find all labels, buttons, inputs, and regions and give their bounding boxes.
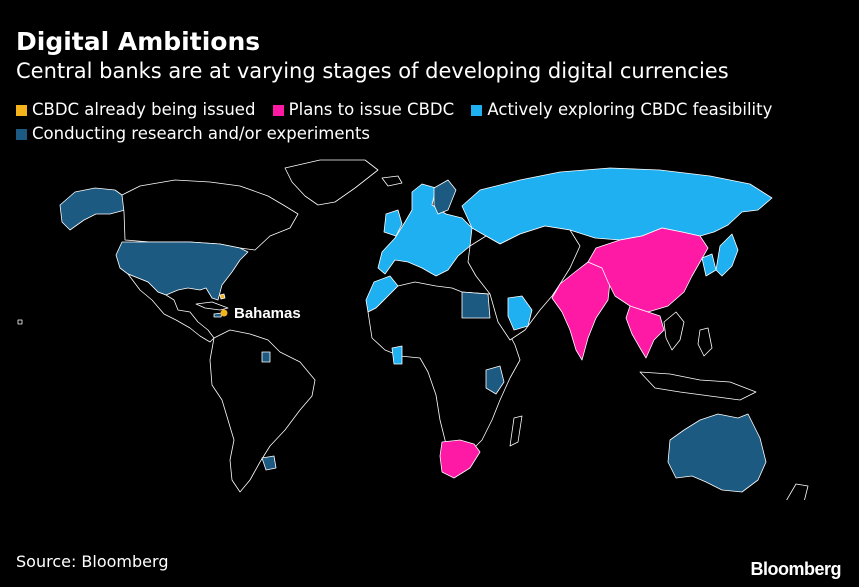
region-africa xyxy=(367,281,521,457)
region-australia xyxy=(667,413,767,493)
region-korea xyxy=(701,253,717,277)
region-new-zealand xyxy=(786,483,809,500)
region-uk xyxy=(383,209,403,237)
region-alaska xyxy=(59,187,126,231)
legend-item-research: Conducting research and/or experiments xyxy=(16,122,370,146)
region-iceland xyxy=(381,175,403,187)
region-sweden xyxy=(433,179,457,215)
legend-label-issued: CBDC already being issued xyxy=(32,100,256,119)
legend-item-issued: CBDC already being issued xyxy=(16,98,255,122)
region-thailand-cambodia xyxy=(625,305,665,359)
region-south-america xyxy=(209,329,316,493)
region-suriname xyxy=(261,351,271,363)
region-philippines xyxy=(697,327,713,357)
chart-subtitle: Central banks are at varying stages of d… xyxy=(16,59,729,83)
region-ghana xyxy=(391,345,403,365)
region-cuba xyxy=(195,301,229,311)
region-uruguay xyxy=(261,455,277,471)
bloomberg-logo: Bloomberg xyxy=(750,559,841,579)
legend-swatch-exploring xyxy=(471,105,483,116)
region-south-africa xyxy=(439,439,481,479)
legend-label-research: Conducting research and/or experiments xyxy=(32,124,371,143)
legend-swatch-plans xyxy=(272,105,284,116)
region-canada xyxy=(121,179,299,251)
chart-title: Digital Ambitions xyxy=(16,27,261,56)
legend-swatch-research xyxy=(16,129,27,140)
bahamas-marker xyxy=(220,309,228,317)
region-united-states xyxy=(115,241,249,301)
region-greenland xyxy=(284,159,379,206)
legend-label-plans: Plans to issue CBDC xyxy=(288,100,455,119)
region-china xyxy=(587,227,709,313)
legend-label-exploring: Actively exploring CBDC feasibility xyxy=(487,100,773,119)
region-indonesia xyxy=(639,371,757,401)
region-southeast-asia xyxy=(663,311,685,351)
legend-swatch-issued xyxy=(16,105,27,116)
region-russia xyxy=(461,167,773,245)
legend: CBDC already being issued Plans to issue… xyxy=(16,98,846,146)
legend-item-plans: Plans to issue CBDC xyxy=(272,98,455,122)
region-middle-east xyxy=(467,225,581,341)
world-map: Bahamas xyxy=(17,159,809,500)
bahamas-label: Bahamas xyxy=(234,305,301,322)
region-hawaii xyxy=(17,319,23,325)
legend-item-exploring: Actively exploring CBDC feasibility xyxy=(471,98,772,122)
source-note: Source: Bloomberg xyxy=(16,552,169,571)
region-japan xyxy=(715,233,739,277)
region-mexico xyxy=(127,273,215,343)
region-bahamas xyxy=(219,293,226,300)
region-madagascar xyxy=(509,415,523,447)
region-kenya xyxy=(485,365,505,395)
region-egypt xyxy=(461,291,491,319)
region-jamaica xyxy=(213,312,223,318)
region-saudi-arabia xyxy=(507,295,533,331)
